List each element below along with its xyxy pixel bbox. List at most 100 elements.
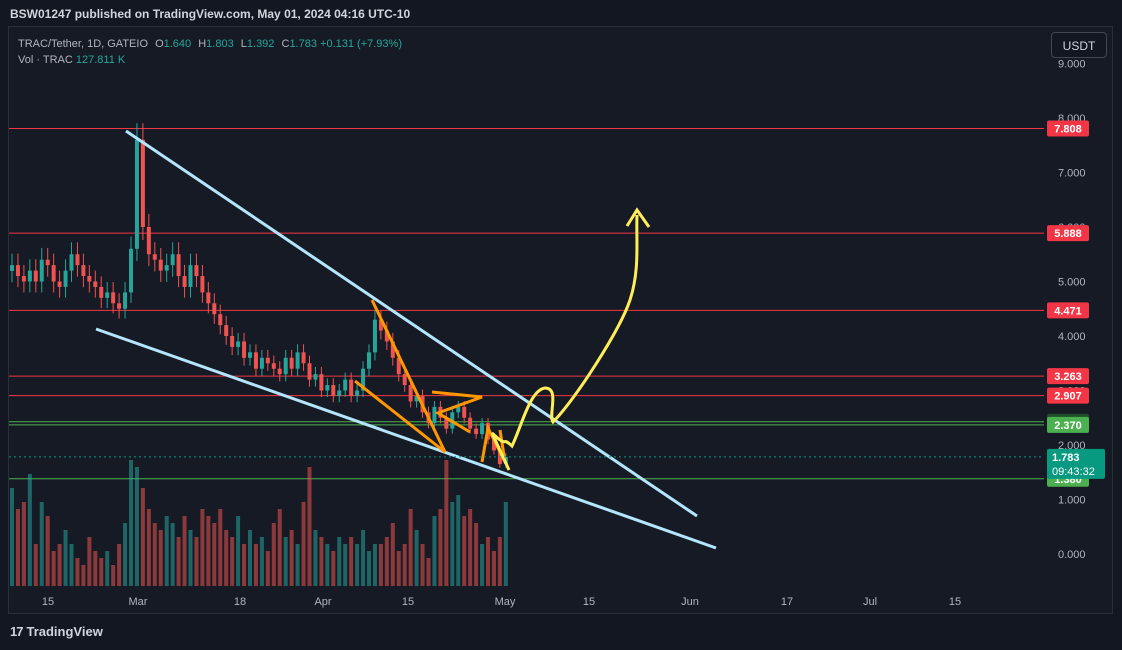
- top-bar: BSW01247 published on TradingView.com, M…: [0, 0, 1122, 26]
- candle-body: [176, 254, 181, 277]
- volume-bar: [480, 544, 485, 586]
- candle-body: [408, 385, 413, 402]
- volume-bar: [396, 551, 401, 586]
- candle-body: [236, 341, 241, 347]
- volume-bar: [236, 516, 241, 586]
- candle-body: [105, 292, 110, 298]
- volume-bar: [361, 530, 366, 586]
- chart-legend: TRAC/Tether, 1D, GATEIO O1.640 H1.803 L1…: [18, 36, 402, 68]
- candle-body: [271, 363, 276, 369]
- projection-curve: [490, 214, 639, 471]
- volume-bar: [99, 558, 104, 586]
- candle-body: [242, 341, 247, 358]
- x-tick-label: Jun: [681, 596, 699, 608]
- volume-bar: [21, 502, 26, 586]
- level-badge: [1047, 225, 1089, 242]
- candle-body: [57, 281, 62, 287]
- current-price-badge: [1047, 448, 1105, 479]
- volume-bar: [69, 544, 74, 586]
- volume-bar: [117, 544, 122, 586]
- candle-body: [355, 390, 360, 396]
- volume-bar: [325, 544, 330, 586]
- currency-button[interactable]: USDT: [1051, 32, 1107, 58]
- level-badge: [1047, 387, 1089, 404]
- candle-body: [432, 406, 437, 424]
- volume-bar: [140, 488, 145, 586]
- candle-body: [474, 428, 479, 435]
- candle-body: [402, 374, 407, 386]
- candle-body: [378, 319, 383, 331]
- x-tick-label: 15: [402, 596, 414, 608]
- volume-bar: [146, 509, 151, 586]
- candle-body: [69, 254, 74, 271]
- level-label: 4.471: [1054, 305, 1082, 317]
- volume-bar: [319, 537, 324, 586]
- candle-body: [182, 276, 187, 287]
- volume-bar: [456, 495, 461, 586]
- candle-body: [444, 417, 449, 429]
- candle-body: [27, 270, 32, 282]
- candle-body: [301, 352, 306, 364]
- volume-bar: [384, 537, 389, 586]
- tradingview-logo[interactable]: 17 TradingView: [10, 624, 103, 639]
- candle-body: [325, 385, 330, 391]
- volume-bar: [45, 516, 50, 586]
- chart-frame[interactable]: [8, 26, 1113, 614]
- symbol-label[interactable]: TRAC/Tether, 1D, GATEIO: [18, 38, 148, 50]
- volume-bar: [152, 523, 157, 586]
- candle-body: [253, 352, 258, 369]
- volume-bar: [313, 530, 318, 586]
- candle-body: [33, 270, 38, 282]
- volume-bar: [33, 544, 38, 586]
- y-tick-label: 5.000: [1058, 277, 1086, 289]
- candle-body: [194, 265, 199, 277]
- ohlc-row: TRAC/Tether, 1D, GATEIO O1.640 H1.803 L1…: [18, 38, 402, 50]
- x-tick-label: Mar: [129, 596, 148, 608]
- candle-body: [313, 374, 318, 380]
- candle-body: [319, 374, 324, 391]
- volume-row: Vol · TRAC 127.811 K: [18, 52, 402, 68]
- volume-bar: [248, 530, 252, 586]
- candle-body: [188, 265, 193, 287]
- candle-body: [129, 248, 133, 293]
- y-tick-label: 0.000: [1058, 549, 1086, 561]
- lower-trendline: [95, 327, 717, 550]
- candle-body: [367, 352, 371, 369]
- volume-bar: [491, 551, 496, 586]
- volume-bar: [230, 537, 235, 586]
- candle-body: [158, 259, 163, 271]
- countdown-label: 09:43:32: [1052, 466, 1095, 478]
- y-tick-label: 7.000: [1058, 168, 1086, 180]
- candle-body: [265, 357, 270, 364]
- current-price-label: 1.783: [1052, 452, 1080, 464]
- candle-body: [51, 265, 56, 282]
- candle-body: [170, 254, 175, 266]
- volume-bar: [93, 551, 98, 586]
- candle-body: [230, 336, 235, 347]
- candle-body: [289, 357, 294, 369]
- candle-body: [224, 325, 229, 336]
- candle-body: [349, 379, 354, 396]
- volume-bar: [158, 530, 163, 586]
- x-tick-label: Jul: [863, 596, 877, 608]
- close-value: 1.783: [289, 38, 317, 50]
- volume-bar: [182, 516, 187, 586]
- level-badge: [1047, 368, 1089, 385]
- volume-bar: [372, 544, 377, 586]
- candle-body: [134, 139, 139, 249]
- candle-body: [39, 259, 44, 282]
- volume-bar: [188, 530, 193, 586]
- volume-bar: [111, 565, 116, 586]
- volume-bar: [259, 537, 264, 586]
- candle-body: [361, 368, 366, 391]
- candle-body: [81, 265, 86, 277]
- candle-body: [87, 276, 92, 282]
- x-tick-label: 17: [781, 596, 793, 608]
- volume-bar: [164, 516, 169, 586]
- volume-bar: [176, 537, 181, 586]
- volume-label[interactable]: Vol · TRAC: [18, 54, 73, 66]
- volume-bar: [343, 544, 348, 586]
- volume-bar: [349, 537, 354, 586]
- candle-body: [295, 352, 300, 369]
